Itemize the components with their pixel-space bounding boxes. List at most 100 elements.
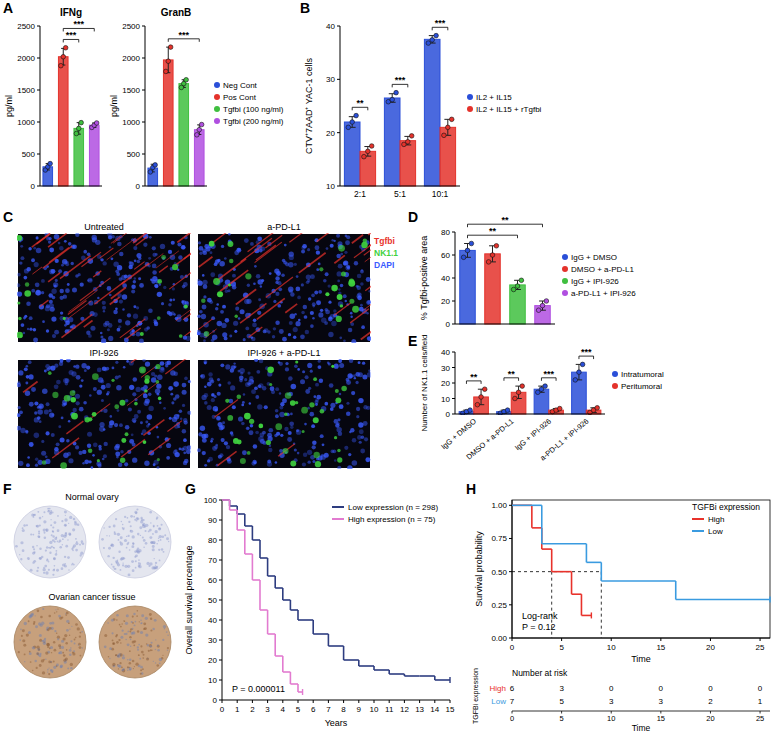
y-tick-label: 100 (204, 496, 218, 505)
survival-step (290, 683, 298, 685)
nucleus (225, 318, 230, 323)
nucleus (220, 363, 224, 367)
tissue-speck (47, 510, 50, 513)
nk-cell (337, 457, 342, 462)
tissue-speck (19, 554, 20, 555)
nucleus (17, 273, 21, 277)
risk-count: 3 (659, 697, 664, 706)
nk-cell (42, 460, 46, 464)
y-tick (452, 301, 455, 302)
tissue-speck (68, 532, 71, 535)
legend-marker (214, 118, 220, 124)
x-tick (419, 700, 420, 703)
tgfbi-stain (61, 314, 92, 337)
replicate-point (61, 54, 66, 59)
nucleus (319, 379, 323, 383)
nucleus (29, 442, 34, 447)
legend-marker (214, 82, 220, 88)
y-tick-label: 50 (208, 596, 217, 605)
tissue-speck (28, 558, 29, 559)
tgfbi-stain (80, 278, 111, 301)
x-axis (455, 324, 555, 325)
survival-riser (531, 505, 533, 528)
tgfbi-stain (126, 328, 140, 339)
nucleus (75, 274, 79, 278)
tissue-speck (20, 541, 23, 544)
survival-step (283, 599, 291, 601)
nucleus (25, 430, 28, 433)
nk-cell (266, 440, 271, 445)
nucleus (328, 284, 331, 287)
tissue-speck (33, 548, 35, 550)
nucleus (241, 404, 244, 407)
nucleus (89, 279, 92, 282)
nucleus (293, 336, 296, 339)
nucleus (310, 324, 314, 328)
nk-cell (235, 315, 238, 318)
censor-mark (591, 612, 592, 618)
survival-riser (252, 554, 254, 580)
x-tick-label: IgG + IPI-926 (513, 417, 553, 453)
tgfbi-stain (111, 236, 120, 243)
y-tick-label: 2500 (122, 22, 140, 31)
nucleus (157, 292, 162, 297)
survival-riser (244, 530, 246, 554)
nk-cell (240, 458, 246, 464)
replicate-point (513, 396, 518, 401)
nk-cell (120, 458, 125, 463)
channel-legend: DAPI (374, 260, 394, 270)
nucleus (352, 460, 358, 466)
nucleus (349, 431, 351, 433)
replicate-point (394, 90, 399, 95)
nucleus (334, 459, 337, 462)
tissue-speck (111, 544, 114, 547)
nucleus (171, 401, 174, 404)
survival-riser (259, 540, 261, 558)
nucleus (181, 300, 184, 303)
nucleus (278, 361, 280, 363)
nucleus (217, 392, 221, 396)
nucleus (368, 290, 370, 292)
replicate-point (580, 362, 585, 367)
replicate-point (362, 154, 367, 159)
x-axis (222, 700, 450, 701)
tissue-speck (51, 546, 53, 548)
nucleus (353, 374, 356, 377)
tissue-speck (64, 556, 66, 558)
nucleus (106, 393, 109, 396)
tgfbi-stain (241, 238, 272, 262)
nucleus (157, 436, 160, 439)
nucleus (139, 339, 144, 343)
nucleus (329, 383, 334, 388)
y-tick (37, 122, 40, 123)
y-tick (142, 186, 145, 187)
nk-cell (283, 448, 289, 454)
survival-step (552, 571, 572, 573)
tissue-speck (135, 554, 138, 557)
nucleus (109, 246, 111, 248)
x-tick (611, 638, 612, 641)
nucleus (145, 361, 150, 366)
nucleus (187, 445, 191, 450)
nucleus (360, 449, 365, 454)
legend-marker (612, 371, 618, 377)
nucleus (318, 312, 323, 317)
tgfbi-stain (352, 235, 363, 243)
y-tick (219, 680, 222, 681)
nucleus (250, 242, 254, 246)
nk-cell (340, 304, 343, 307)
nk-cell (337, 449, 340, 452)
nk-cell (64, 395, 71, 402)
nucleus (224, 336, 228, 340)
y-tick-label: 10 (441, 395, 450, 404)
survival-riser (343, 646, 345, 660)
nk-cell (336, 316, 342, 322)
tissue-speck (43, 511, 45, 513)
legend-label: Tgfbi (200 ng/ml) (223, 117, 284, 126)
nucleus (72, 288, 77, 293)
survival-step (344, 659, 359, 661)
nucleus (230, 385, 235, 390)
nucleus (337, 280, 340, 283)
nucleus (49, 300, 53, 304)
nucleus (328, 301, 331, 304)
